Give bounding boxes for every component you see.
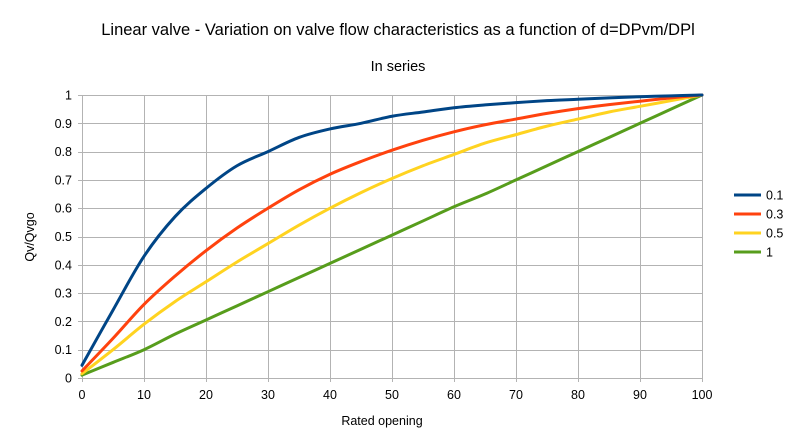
y-tick-label: 0.5 bbox=[55, 230, 72, 244]
x-tick-label: 80 bbox=[571, 388, 585, 402]
y-axis-label: Qv/Qvgo bbox=[23, 212, 37, 261]
legend-label-1: 1 bbox=[766, 246, 773, 260]
legend-label-0.1: 0.1 bbox=[766, 189, 783, 203]
x-tick-label: 30 bbox=[261, 388, 275, 402]
y-tick-label: 0.6 bbox=[55, 202, 72, 216]
plot-series bbox=[80, 93, 704, 377]
x-tick-label: 10 bbox=[137, 388, 151, 402]
x-tick-label: 20 bbox=[199, 388, 213, 402]
x-tick-label: 70 bbox=[509, 388, 523, 402]
y-tick-label: 0 bbox=[65, 372, 72, 386]
series-line-0.3 bbox=[80, 93, 704, 373]
y-tick-label: 0.2 bbox=[55, 315, 72, 329]
y-tick-label: 0.4 bbox=[55, 258, 72, 272]
y-tick-label: 1 bbox=[65, 89, 72, 103]
axes bbox=[78, 95, 703, 382]
y-axis-ticks: 0 0.1 0.2 0.3 0.4 0.5 0.6 0.7 0.8 0.9 1 bbox=[55, 89, 72, 386]
y-tick-label: 0.9 bbox=[55, 117, 72, 131]
grid-lines bbox=[82, 95, 703, 379]
x-tick-label: 90 bbox=[633, 388, 647, 402]
legend: 0.1 0.3 0.5 1 bbox=[734, 189, 783, 260]
legend-label-0.5: 0.5 bbox=[766, 227, 783, 241]
x-tick-label: 50 bbox=[385, 388, 399, 402]
y-tick-label: 0.1 bbox=[55, 343, 72, 357]
legend-label-0.3: 0.3 bbox=[766, 208, 783, 222]
series-line-1 bbox=[80, 93, 704, 377]
x-tick-label: 60 bbox=[447, 388, 461, 402]
x-tick-label: 40 bbox=[323, 388, 337, 402]
y-tick-label: 0.3 bbox=[55, 287, 72, 301]
series-line-0.5 bbox=[80, 93, 704, 376]
x-tick-label: 0 bbox=[79, 388, 86, 402]
chart-title: Linear valve - Variation on valve flow c… bbox=[101, 21, 695, 39]
chart-subtitle: In series bbox=[371, 59, 426, 75]
x-tick-label: 100 bbox=[692, 388, 713, 402]
x-axis-ticks: 0 10 20 30 40 50 60 70 80 90 100 bbox=[79, 388, 713, 402]
x-axis-label: Rated opening bbox=[341, 414, 422, 428]
y-tick-label: 0.7 bbox=[55, 173, 72, 187]
series-line-0.1 bbox=[80, 93, 704, 367]
y-tick-label: 0.8 bbox=[55, 145, 72, 159]
